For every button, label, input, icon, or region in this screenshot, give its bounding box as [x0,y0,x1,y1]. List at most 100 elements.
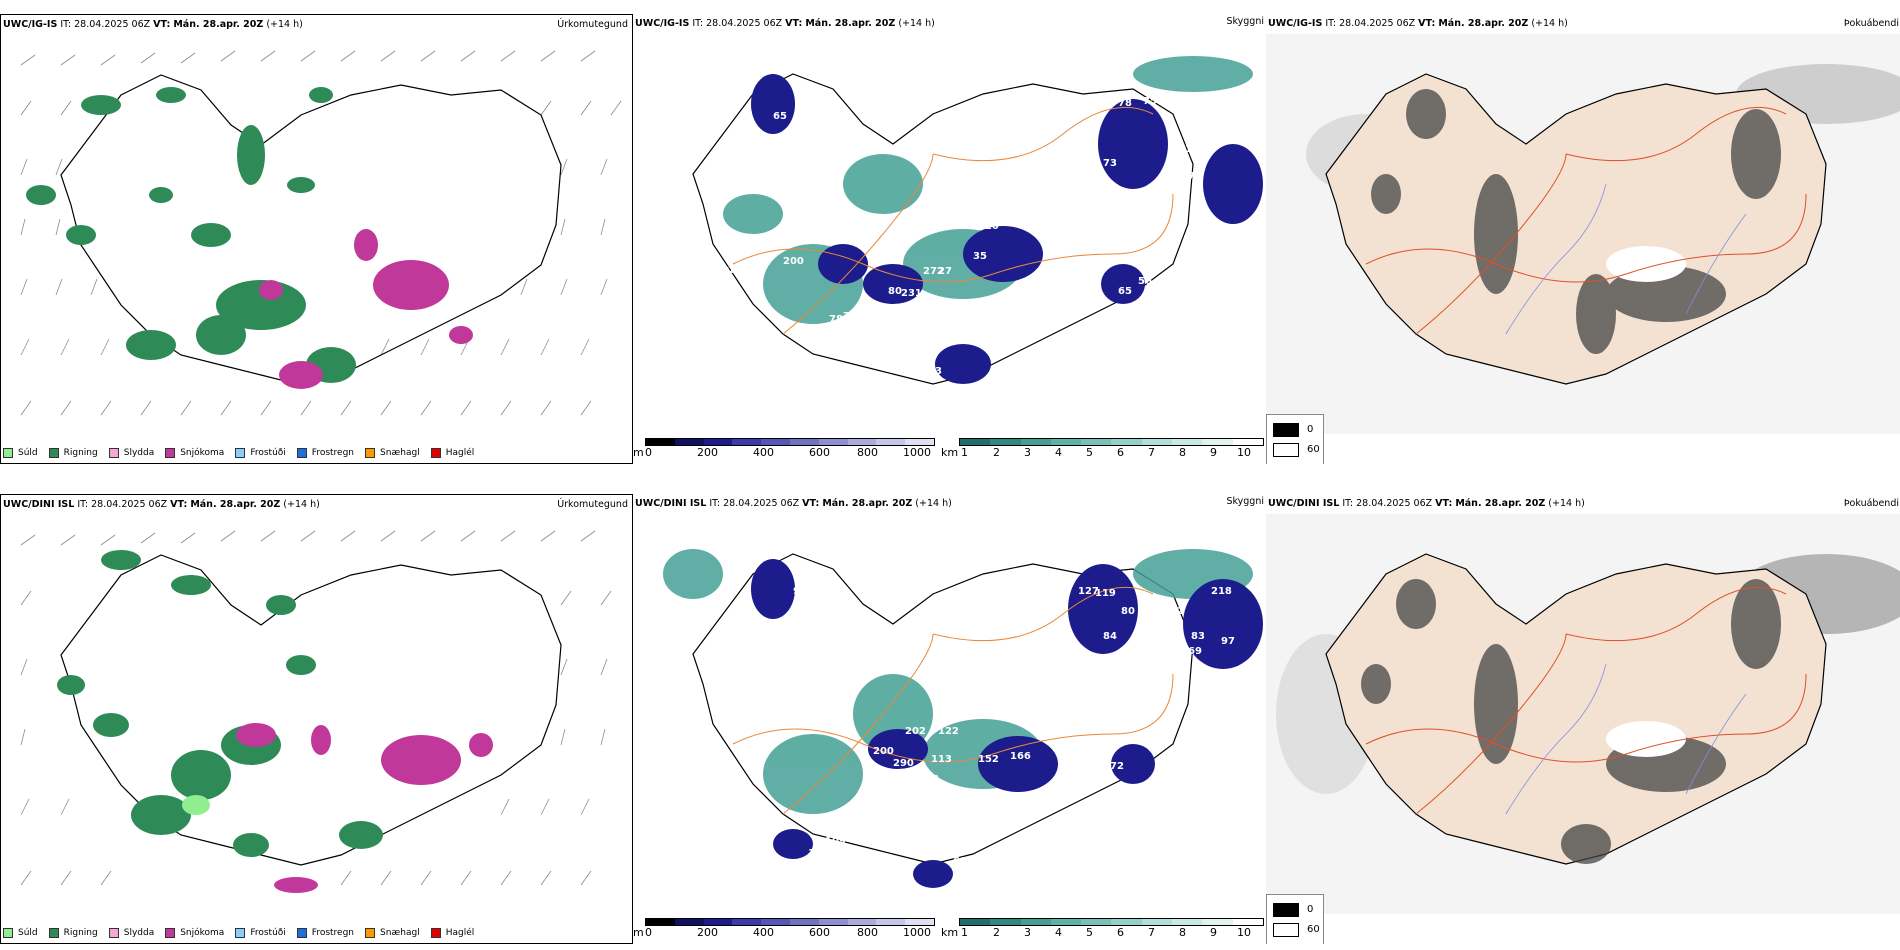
fog-index-panel-top: UWC/IG-IS IT: 28.04.2025 06Z VT: Mán. 28… [1266,14,1900,464]
svg-text:138: 138 [978,311,999,322]
svg-text:67: 67 [1191,206,1205,217]
fog-map [1266,514,1900,914]
svg-text:78: 78 [1118,98,1132,109]
fog-map [1266,34,1900,434]
svg-text:65: 65 [773,111,787,122]
svg-text:120: 120 [978,221,999,232]
svg-text:218: 218 [1211,586,1232,597]
svg-text:231: 231 [901,288,922,299]
panel-header: UWC/DINI ISL IT: 28.04.2025 06Z VT: Mán.… [635,498,952,509]
legend-item: Frostregn [296,448,354,458]
svg-text:76: 76 [1043,801,1057,812]
panel-header: UWC/IG-IS IT: 28.04.2025 06Z VT: Mán. 28… [3,19,303,30]
fog-index-panel-bottom: UWC/DINI ISL IT: 28.04.2025 06Z VT: Mán.… [1266,494,1900,944]
panel-header: UWC/IG-IS IT: 28.04.2025 06Z VT: Mán. 28… [635,18,935,29]
svg-text:272: 272 [923,266,944,277]
precip-type-panel-top: UWC/IG-IS IT: 28.04.2025 06Z VT: Mán. 28… [0,14,633,464]
svg-text:69: 69 [953,856,967,867]
snow-areas [259,229,473,389]
svg-text:90: 90 [913,136,927,147]
svg-text:109: 109 [825,836,846,847]
legend-item: Slydda [108,928,154,938]
svg-text:104: 104 [1023,331,1044,342]
legend-item: Slydda [108,448,154,458]
svg-text:80: 80 [1121,606,1135,617]
svg-text:27: 27 [938,266,952,277]
svg-text:84: 84 [1143,686,1157,697]
legend-item: Rigning [48,448,98,458]
ceiling-colorbar: m 0 200 400 600 800 1000 [633,918,938,942]
panel-title: Skyggni [1226,496,1264,507]
legend-item: Snjókoma [165,928,224,938]
svg-text:202: 202 [905,726,926,737]
svg-text:35: 35 [973,251,987,262]
svg-text:44: 44 [723,266,737,277]
svg-text:173: 173 [1198,136,1219,147]
svg-text:200: 200 [873,746,894,757]
svg-text:73: 73 [928,366,942,377]
svg-text:230: 230 [803,361,824,372]
panel-title: Þokuábendi [1843,498,1899,509]
svg-text:111: 111 [1178,144,1199,155]
svg-text:155: 155 [943,891,964,902]
svg-text:122: 122 [938,726,959,737]
svg-text:41: 41 [901,404,915,415]
precip-legend: Súld Rigning Slydda Snjókoma Frostúði Fr… [3,445,485,461]
svg-text:84: 84 [1103,631,1117,642]
ceiling-colorbar: m 0 200 400 600 800 1000 [633,438,938,462]
svg-text:72: 72 [1110,761,1124,772]
svg-text:73: 73 [843,311,857,322]
svg-text:69: 69 [1188,646,1202,657]
svg-text:113: 113 [931,754,952,765]
legend-item: Súld [3,448,38,458]
svg-text:65: 65 [1118,286,1132,297]
panel-title: Skyggni [1226,16,1264,27]
legend-item: Haglél [430,448,474,458]
ceiling-visibility-panel-top: UWC/IG-IS IT: 28.04.2025 06Z VT: Mán. 28… [633,14,1266,464]
svg-text:75: 75 [1143,96,1157,107]
svg-text:78: 78 [829,314,843,325]
svg-text:78: 78 [1008,326,1022,337]
svg-text:75: 75 [845,326,859,337]
svg-text:119: 119 [1095,588,1116,599]
svg-text:56: 56 [1138,276,1152,287]
panel-header: UWC/DINI ISL IT: 28.04.2025 06Z VT: Mán.… [3,499,320,510]
legend-item: Súld [3,928,38,938]
svg-text:200: 200 [783,256,804,267]
svg-text:73: 73 [1103,158,1117,169]
svg-text:161: 161 [918,304,939,315]
svg-text:55: 55 [1058,351,1072,362]
fog-index-legend: 0 60 [1266,414,1324,464]
svg-text:83: 83 [1191,631,1205,642]
fog-index-legend: 0 60 [1266,894,1324,944]
svg-text:87: 87 [1073,266,1087,277]
svg-text:89: 89 [1189,226,1203,237]
panel-header: UWC/DINI ISL IT: 28.04.2025 06Z VT: Mán.… [1268,498,1585,509]
legend-item: Frostregn [296,928,354,938]
precip-map [20,50,622,416]
legend-item: Snæhagl [365,928,420,938]
svg-text:138: 138 [953,656,974,667]
svg-text:77: 77 [1188,171,1202,182]
svg-text:95: 95 [793,586,807,597]
legend-item: Snæhagl [365,448,420,458]
svg-text:166: 166 [1010,751,1031,762]
ceiling-visibility-panel-bottom: UWC/DINI ISL IT: 28.04.2025 06Z VT: Mán.… [633,494,1266,944]
svg-text:127: 127 [1078,586,1099,597]
svg-text:74: 74 [1111,186,1125,197]
panel-title: Úrkomutegund [557,19,628,30]
visibility-colorbar: km 1 2 3 4 5 6 7 8 9 10 [941,438,1266,462]
svg-text:121: 121 [929,898,950,909]
svg-text:97: 97 [1221,636,1235,647]
legend-item: Haglél [430,928,474,938]
precip-legend: Súld Rigning Slydda Snjókoma Frostúði Fr… [3,925,485,941]
svg-text:163: 163 [1008,796,1029,807]
svg-text:101: 101 [973,331,994,342]
svg-text:118: 118 [808,848,829,859]
precip-type-panel-bottom: UWC/DINI ISL IT: 28.04.2025 06Z VT: Mán.… [0,494,633,944]
visibility-colorbar: km 1 2 3 4 5 6 7 8 9 10 [941,918,1266,942]
svg-text:80: 80 [888,286,902,297]
svg-text:54: 54 [913,388,927,399]
svg-text:10: 10 [1073,326,1087,337]
